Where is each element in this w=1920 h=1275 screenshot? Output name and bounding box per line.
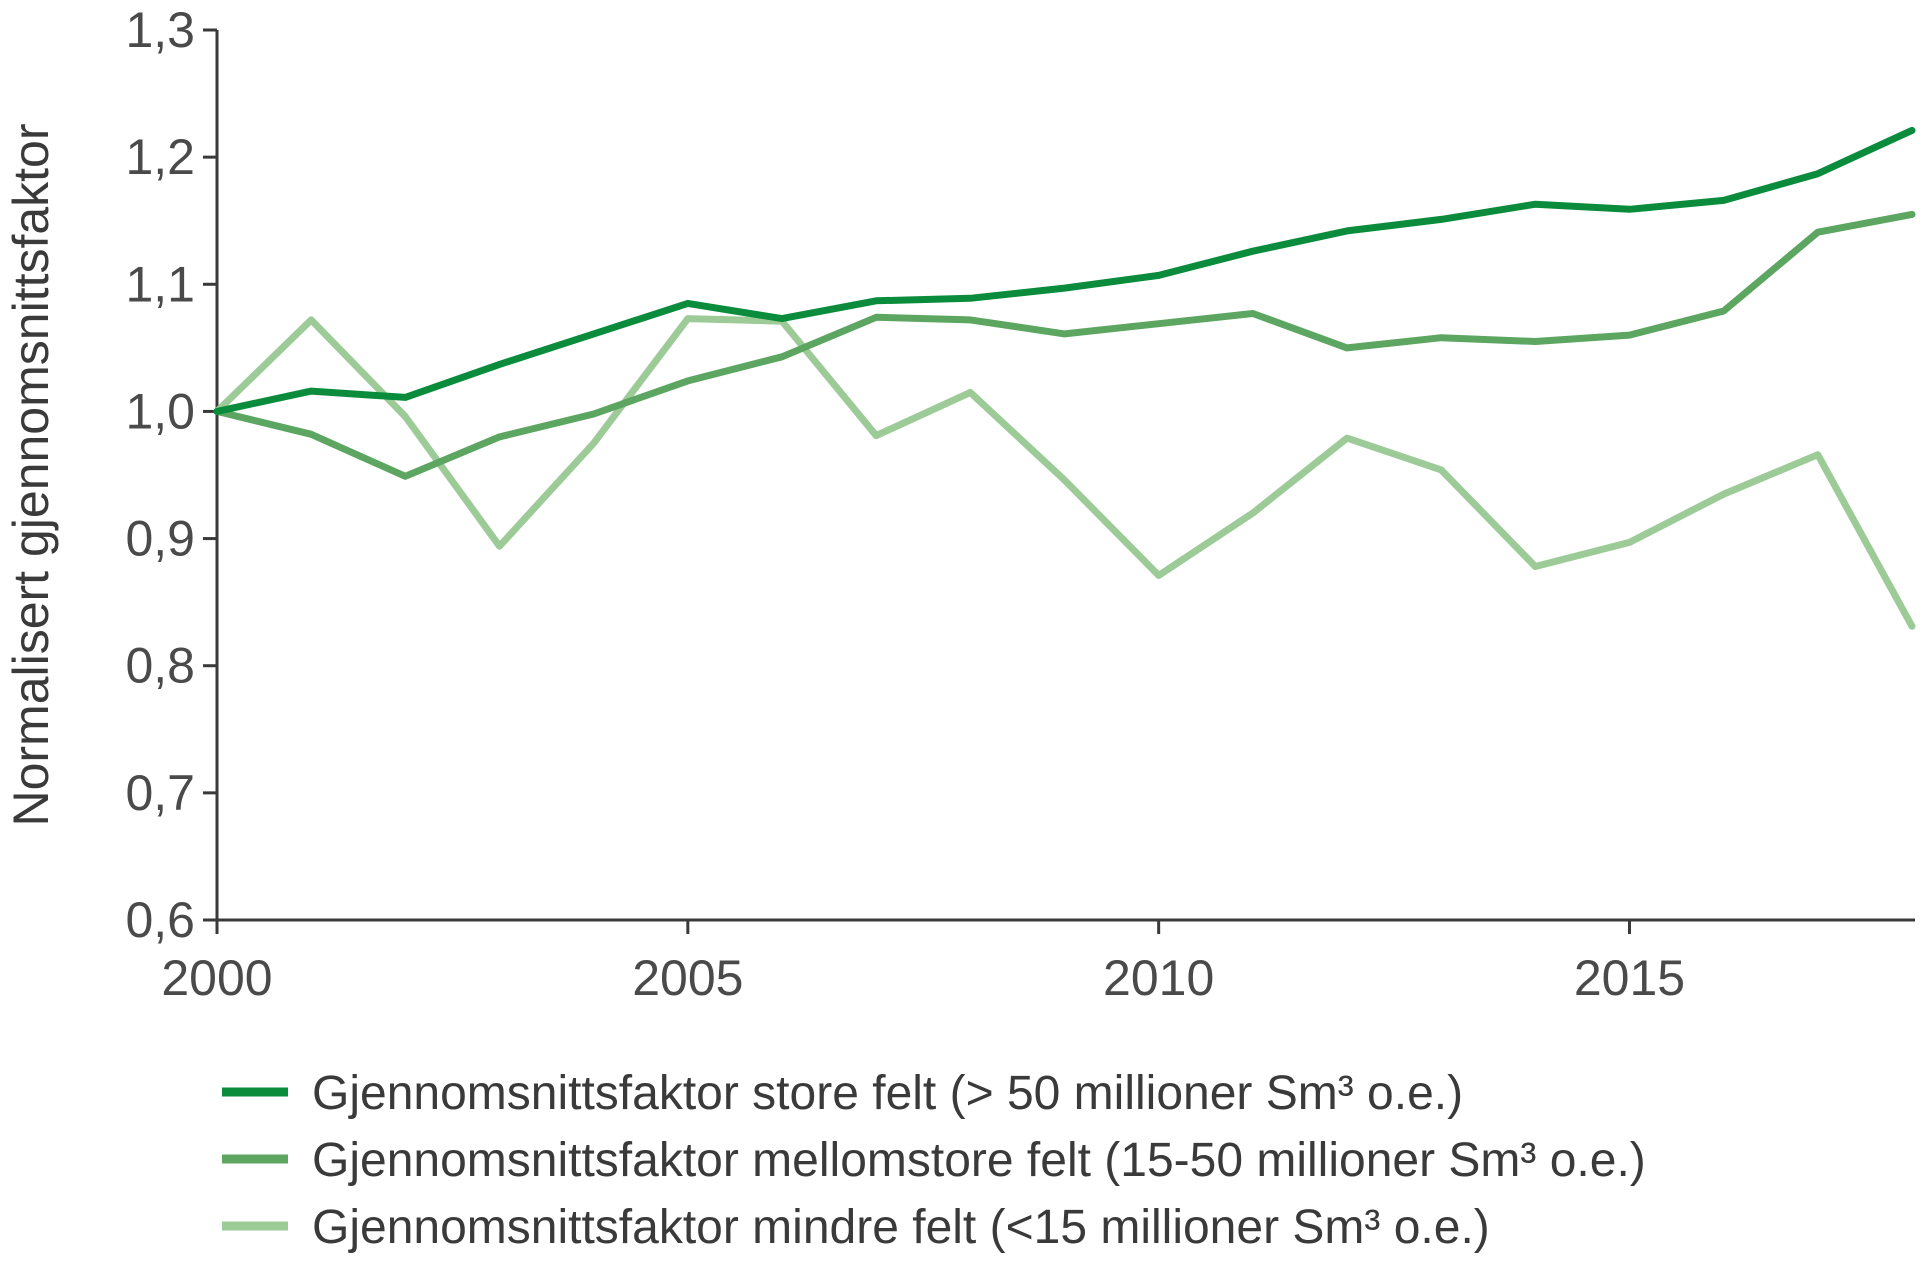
y-tick-label: 1,1 [125, 256, 195, 312]
x-tick-label: 2010 [1103, 950, 1214, 1006]
series-lines [213, 126, 1916, 630]
series-line-0 [213, 126, 1916, 415]
series-line-1 [213, 210, 1916, 480]
legend: Gjennomsnittsfaktor store felt (> 50 mil… [222, 1067, 1646, 1254]
y-tick-label: 1,3 [125, 2, 195, 58]
y-tick-label: 0,6 [125, 892, 195, 948]
y-tick-label: 0,9 [125, 511, 195, 567]
x-tick-label: 2000 [161, 950, 272, 1006]
y-tick-label: 1,0 [125, 383, 195, 439]
legend-label: Gjennomsnittsfaktor store felt (> 50 mil… [312, 1067, 1463, 1120]
y-tick-label: 0,7 [125, 765, 195, 821]
y-tick-label: 0,8 [125, 638, 195, 694]
y-tick-label: 1,2 [125, 129, 195, 185]
y-axis-title: Normalisert gjennomsnittsfaktor [3, 123, 59, 826]
x-tick-label: 2015 [1574, 950, 1685, 1006]
x-tick-label: 2005 [632, 950, 743, 1006]
legend-label: Gjennomsnittsfaktor mellomstore felt (15… [312, 1134, 1646, 1187]
series-line-2 [213, 315, 1916, 630]
legend-label: Gjennomsnittsfaktor mindre felt (<15 mil… [312, 1201, 1490, 1254]
